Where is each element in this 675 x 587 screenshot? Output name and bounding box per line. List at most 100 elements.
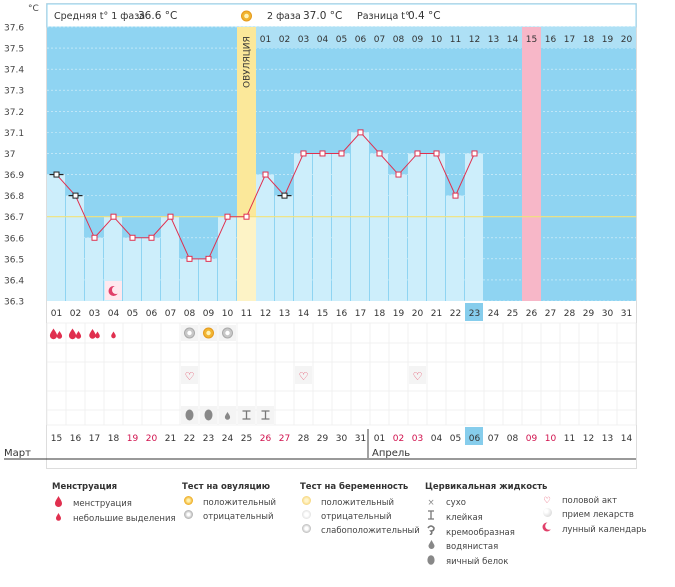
- cycle-day-label: 19: [393, 309, 405, 319]
- calendar-day-label: 18: [108, 434, 120, 444]
- temperature-point: [91, 234, 98, 241]
- moon-icon: [541, 522, 553, 537]
- temperature-point: [281, 192, 288, 199]
- cycle-day-label: 11: [241, 309, 252, 319]
- cycle-day-label: 17: [355, 309, 366, 319]
- watery-icon: [224, 412, 231, 420]
- luteal-day-label: 18: [583, 35, 595, 45]
- menstruation-drop-icon: [75, 331, 82, 339]
- calendar-day-label: 01: [374, 434, 385, 444]
- calendar-day-label: 28: [298, 434, 310, 444]
- y-tick-label: 36.5: [4, 255, 24, 265]
- expected-period-column: [522, 27, 541, 301]
- legend-menstruation-item: менструация: [73, 499, 132, 509]
- heart-icon: ♡: [299, 370, 309, 383]
- y-axis-unit: °C: [28, 4, 39, 14]
- luteal-day-label: 16: [545, 35, 557, 45]
- legend-lunar: лунный календарь: [562, 524, 647, 535]
- legend-ov-positive: положительный: [203, 498, 276, 508]
- cycle-day-label: 04: [108, 309, 120, 319]
- cycle-day-label: 20: [412, 309, 424, 319]
- cycle-day-label: 29: [583, 309, 595, 319]
- temperature-point: [395, 171, 402, 178]
- y-tick-label: 36.7: [4, 213, 24, 223]
- calendar-day-label: 27: [279, 434, 290, 444]
- pregnancy-positive-icon: [300, 496, 312, 510]
- temperature-point: [186, 255, 193, 262]
- menstruation-drop-icon: [95, 331, 100, 339]
- calendar-day-label: 21: [165, 434, 176, 444]
- luteal-day-label: 02: [279, 35, 290, 45]
- luteal-day-label: 05: [336, 35, 347, 45]
- luteal-day-label: 14: [507, 35, 519, 45]
- temperature-point: [338, 150, 345, 157]
- legend-ov-negative: отрицательный: [203, 512, 274, 522]
- calendar-day-label: 22: [184, 434, 195, 444]
- legend-other: ♡ половой акт прием лекарств лунный кален…: [541, 494, 647, 537]
- cycle-day-label: 16: [336, 309, 348, 319]
- y-tick-label: 37.1: [4, 129, 24, 139]
- cycle-day-label: 21: [431, 309, 442, 319]
- legend-menstruation-title: Менструация: [52, 482, 118, 492]
- intercourse-cell: [295, 366, 312, 384]
- calendar-day-label: 03: [412, 434, 423, 444]
- temperature-bar: [332, 153, 350, 301]
- month-label: Март: [4, 448, 31, 459]
- luteal-day-label: 12: [469, 35, 480, 45]
- legend-cervical: Цервикальная жидкость × сухо клейкая крем…: [425, 480, 547, 570]
- cycle-day-label: 10: [222, 309, 234, 319]
- today-cycle-cell: [465, 303, 483, 321]
- legend-creamy: кремообразная: [446, 527, 515, 538]
- calendar-day-label: 23: [203, 434, 214, 444]
- calendar-day-label: 20: [146, 434, 158, 444]
- legend-medication: прием лекарств: [562, 510, 634, 520]
- luteal-day-label: 04: [317, 35, 329, 45]
- cycle-day-label: 22: [450, 309, 461, 319]
- temperature-bar: [123, 237, 141, 301]
- eggwhite-icon: [185, 409, 194, 421]
- temperature-point: [243, 213, 250, 220]
- pregnancy-negative-icon: [300, 510, 312, 524]
- legend-sticky: клейкая: [446, 512, 483, 523]
- intercourse-cell: [181, 366, 198, 384]
- cycle-day-label: 03: [89, 309, 100, 319]
- y-tick-label: 36.9: [4, 171, 24, 181]
- calendar-day-label: 15: [51, 434, 62, 444]
- luteal-day-label: 17: [564, 35, 575, 45]
- cycle-day-label: 27: [545, 309, 556, 319]
- temperature-bar: [142, 237, 160, 301]
- cycle-day-label: 14: [298, 309, 310, 319]
- legend-eggwhite: яичный белок: [446, 557, 509, 567]
- legend-intercourse: половой акт: [562, 496, 618, 506]
- heart-icon: ♡: [543, 496, 551, 506]
- luteal-day-label: 03: [298, 35, 309, 45]
- cycle-day-label: 31: [621, 309, 632, 319]
- month-label: Апрель: [372, 448, 410, 459]
- diff-label: Разница t°: [357, 11, 410, 22]
- calendar-day-label: 30: [336, 434, 348, 444]
- luteal-day-label: 07: [374, 35, 385, 45]
- menstruation-drop-icon: [68, 328, 77, 340]
- y-tick-label: 37.2: [4, 108, 24, 118]
- calendar-day-label: 11: [564, 434, 575, 444]
- calendar-day-label: 25: [241, 434, 252, 444]
- luteal-day-label: 01: [260, 35, 271, 45]
- calendar-day-label: 16: [70, 434, 82, 444]
- menstruation-drop-icon: [89, 329, 96, 339]
- temperature-point: [53, 171, 60, 178]
- eggwhite-icon: [425, 554, 437, 570]
- temperature-bar: [313, 153, 331, 301]
- luteal-day-label: 15: [526, 35, 537, 45]
- temperature-point: [262, 171, 269, 178]
- sun-core-icon: [244, 13, 249, 19]
- pregnancy-weak-icon: [300, 524, 312, 538]
- calendar-day-label: 12: [583, 434, 594, 444]
- luteal-day-label: 10: [431, 35, 443, 45]
- luteal-day-header: [256, 27, 636, 48]
- temperature-point: [319, 150, 326, 157]
- luteal-day-label: 06: [355, 35, 367, 45]
- temperature-bar: [218, 216, 236, 301]
- legend-pr-weak: слабоположительный: [321, 526, 420, 536]
- luteal-day-label: 09: [412, 35, 424, 45]
